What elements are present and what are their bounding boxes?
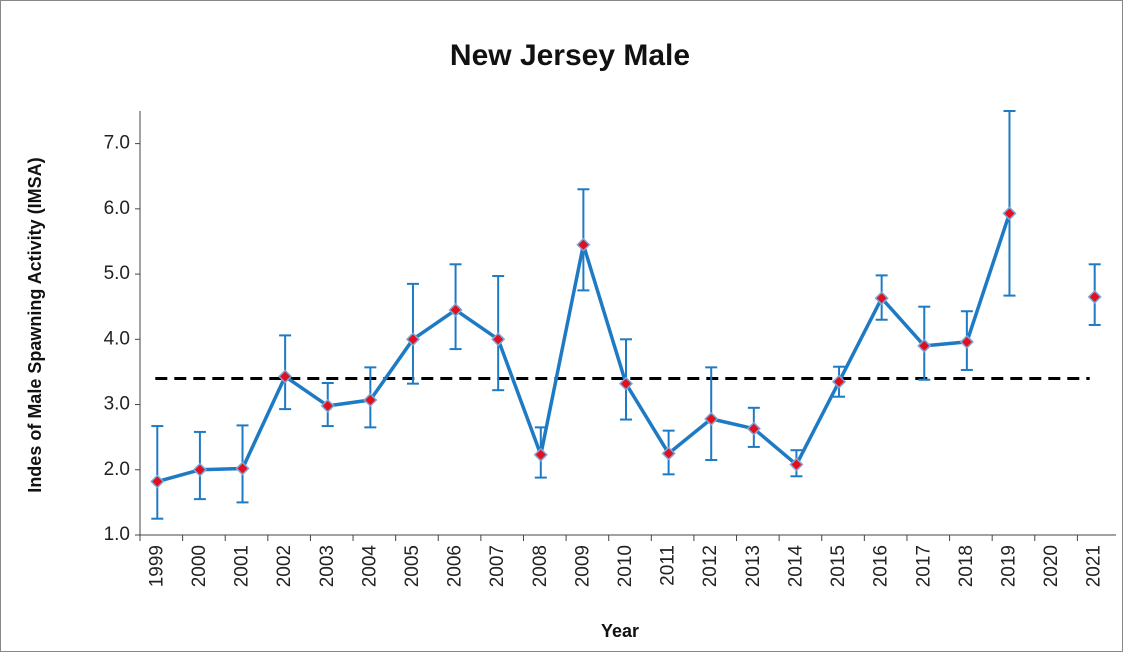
x-tick-label: 2007	[487, 545, 508, 587]
x-tick-label: 2021	[1084, 545, 1105, 587]
marker	[704, 411, 719, 426]
marker	[448, 302, 463, 318]
y-tick-label: 5.0	[104, 263, 130, 284]
marker	[320, 398, 335, 413]
marker	[235, 461, 250, 476]
y-tick-label: 7.0	[104, 133, 130, 154]
marker	[150, 474, 165, 489]
x-tick-label: 2002	[274, 545, 295, 587]
marker	[1002, 206, 1017, 221]
x-tick-label: 2016	[871, 545, 892, 587]
marker	[746, 421, 761, 436]
marker	[789, 457, 804, 472]
x-tick-label: 2000	[189, 545, 210, 587]
x-tick-label: 2001	[232, 545, 253, 587]
x-tick-label: 2004	[359, 545, 380, 588]
x-tick-label: 2020	[1041, 545, 1062, 587]
x-tick-label: 1999	[146, 545, 167, 587]
marker	[1087, 289, 1102, 304]
x-tick-label: 2008	[530, 545, 551, 587]
x-tick-label: 2010	[615, 545, 636, 587]
chart-title: New Jersey Male	[450, 39, 690, 72]
x-tick-label: 2006	[445, 545, 466, 587]
marker	[278, 369, 293, 384]
x-tick-label: 2014	[785, 545, 806, 588]
marker	[576, 237, 591, 252]
x-tick-label: 2011	[658, 545, 679, 586]
marker	[363, 392, 378, 408]
y-tick-label: 4.0	[104, 328, 130, 349]
marker	[618, 376, 634, 391]
marker	[533, 447, 548, 462]
x-tick-label: 2019	[998, 545, 1019, 587]
x-tick-label: 2017	[913, 545, 934, 587]
marker	[831, 374, 847, 389]
marker	[192, 462, 207, 477]
marker	[874, 291, 889, 306]
x-tick-label: 2018	[956, 545, 977, 587]
y-tick-label: 6.0	[104, 198, 130, 219]
marker	[491, 332, 506, 347]
x-tick-label: 2003	[317, 545, 338, 587]
marker	[917, 338, 932, 353]
y-tick-label: 1.0	[104, 524, 130, 545]
y-tick-label: 2.0	[104, 459, 130, 480]
marker	[661, 446, 676, 461]
x-tick-label: 2009	[572, 545, 593, 587]
x-tick-label: 2013	[743, 545, 764, 587]
x-tick-label: 2015	[828, 545, 849, 587]
marker	[959, 334, 974, 349]
x-tick-label: 2005	[402, 545, 423, 587]
x-axis-title: Year	[601, 621, 639, 641]
y-tick-label: 3.0	[104, 394, 130, 415]
marker	[405, 332, 421, 347]
y-axis-title: Indes of Male Spawning Activity (IMSA)	[25, 157, 45, 492]
x-tick-label: 2012	[700, 545, 721, 587]
